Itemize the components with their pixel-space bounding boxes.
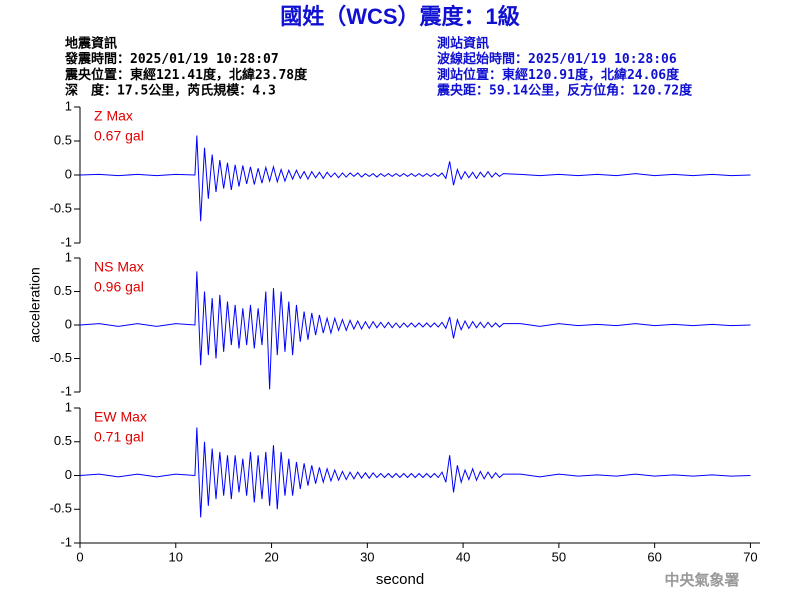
x-tick-label: 10 <box>169 549 183 564</box>
y-tick-label: -0.5 <box>50 501 72 516</box>
x-tick-label: 70 <box>743 549 757 564</box>
info-line: 震央位置：東經121.41度，北緯23.78度 <box>64 67 308 83</box>
info-line: 發震時間：2025/01/19 10:28:07 <box>64 51 279 67</box>
waveform <box>79 427 751 518</box>
y-tick-label: -1 <box>60 383 72 398</box>
component-label: Z Max <box>94 108 133 124</box>
credit: 中央氣象署 <box>664 571 739 589</box>
x-tick-label: 0 <box>76 549 83 564</box>
y-tick-label: 0 <box>65 467 72 482</box>
y-tick-label: -0.5 <box>50 350 72 365</box>
y-tick-label: 1 <box>65 249 72 264</box>
info-line: 波線起始時間：2025/01/19 10:28:06 <box>437 51 677 67</box>
info-line: 測站位置：東經120.91度，北緯24.06度 <box>437 67 680 83</box>
max-label: 0.71 gal <box>94 429 144 445</box>
info-line: 地震資訊 <box>65 36 117 52</box>
component-label: EW Max <box>94 409 147 425</box>
y-tick-label: 0.5 <box>54 283 72 298</box>
component-label: NS Max <box>94 259 144 275</box>
y-tick-label: 0 <box>65 166 72 181</box>
info-line: 測站資訊 <box>437 36 489 52</box>
x-axis-label: second <box>376 571 424 588</box>
y-tick-label: 1 <box>65 98 72 113</box>
info-line: 深 度：17.5公里，芮氏規模：4.3 <box>65 83 276 99</box>
max-label: 0.67 gal <box>94 128 144 144</box>
x-tick-label: 40 <box>456 549 470 564</box>
x-tick-label: 60 <box>647 549 661 564</box>
y-tick-label: -1 <box>60 234 72 249</box>
y-tick-label: 0.5 <box>54 132 72 147</box>
max-label: 0.96 gal <box>94 279 144 295</box>
info-line: 震央距：59.14公里，反方位角：120.72度 <box>436 83 693 99</box>
y-tick-label: -1 <box>60 534 72 549</box>
x-tick-label: 30 <box>360 549 374 564</box>
y-tick-label: 1 <box>65 399 72 414</box>
waveform <box>79 135 751 222</box>
y-axis-label: acceleration <box>27 267 43 343</box>
y-tick-label: 0 <box>65 316 72 331</box>
y-tick-label: -0.5 <box>50 200 72 215</box>
x-tick-label: 20 <box>264 549 278 564</box>
chart-title: 國姓（WCS）震度：1級 <box>280 4 520 29</box>
x-tick-label: 50 <box>552 549 566 564</box>
y-tick-label: 0.5 <box>54 433 72 448</box>
waveform <box>79 271 751 390</box>
